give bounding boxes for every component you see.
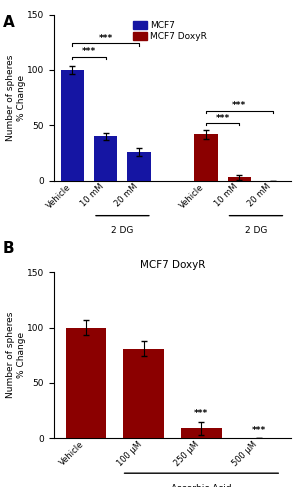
Text: A: A [3,15,15,30]
Text: B: B [3,241,15,256]
Legend: MCF7, MCF7 DoxyR: MCF7, MCF7 DoxyR [130,18,211,44]
Text: ***: *** [99,34,113,43]
Bar [194,134,217,181]
Text: ***: *** [252,426,266,435]
Bar [128,152,151,181]
Text: ***: *** [82,47,96,56]
Bar [181,429,222,438]
Text: 2 DG: 2 DG [245,226,267,235]
Bar [61,70,84,181]
Y-axis label: Number of spheres
% Change: Number of spheres % Change [6,55,26,141]
Text: ***: *** [194,410,208,418]
Bar [66,328,106,438]
Bar [228,177,251,181]
Bar [94,136,117,181]
Text: ***: *** [215,113,230,123]
Text: 2 DG: 2 DG [111,226,134,235]
Text: Ascorbic Acid: Ascorbic Acid [171,484,232,487]
Title: MCF7 DoxyR: MCF7 DoxyR [140,260,205,270]
Y-axis label: Number of spheres
% Change: Number of spheres % Change [6,312,26,398]
Text: ***: *** [232,101,246,111]
Bar [123,349,164,438]
